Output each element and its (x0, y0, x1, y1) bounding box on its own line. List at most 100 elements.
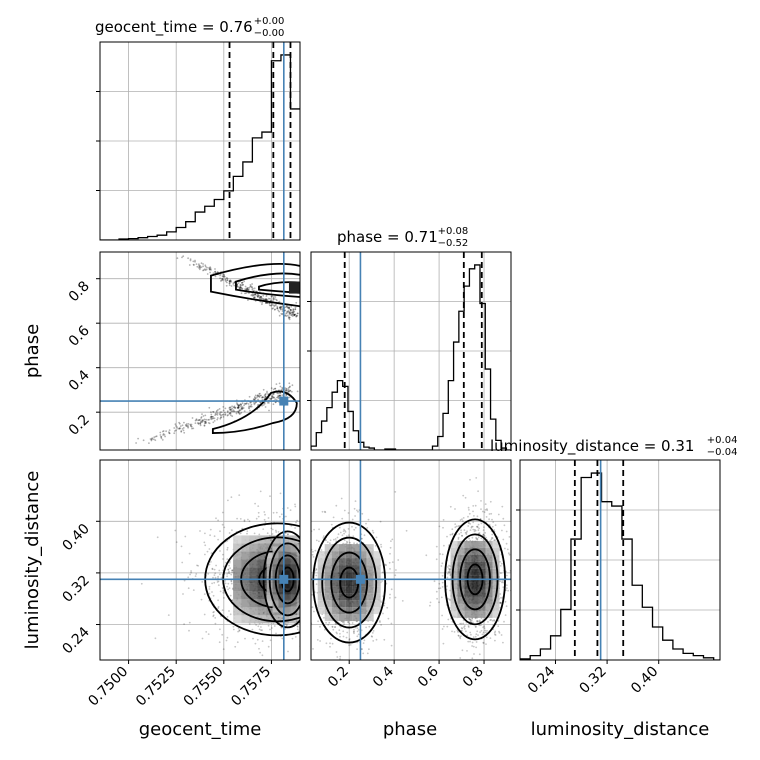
sample-point (330, 523, 333, 526)
sample-point (207, 573, 210, 575)
sample-point (228, 561, 231, 564)
sample-point (230, 281, 233, 283)
sample-point (318, 540, 320, 543)
sample-point (494, 633, 496, 636)
sample-point (286, 310, 288, 313)
sample-point (338, 629, 341, 632)
density-cell (266, 552, 273, 559)
sample-point (243, 404, 246, 407)
sample-point (223, 526, 226, 529)
sample-point (241, 407, 244, 410)
sample-point (308, 532, 310, 534)
sample-point (195, 573, 198, 575)
sample-point (478, 527, 480, 530)
sample-point (304, 563, 306, 565)
sample-point (270, 398, 272, 400)
sample-point (239, 285, 242, 288)
sample-point (175, 425, 177, 427)
sample-point (249, 406, 252, 408)
sample-point (302, 536, 304, 538)
sample-point (199, 530, 201, 532)
sample-point (291, 311, 294, 314)
density-cell (317, 579, 325, 587)
sample-point (448, 564, 450, 567)
sample-point (287, 388, 290, 391)
density-cell (331, 600, 339, 608)
sample-point (273, 305, 276, 308)
sample-point (201, 637, 204, 640)
sample-point (292, 312, 294, 314)
sample-point (241, 283, 244, 286)
sample-point (161, 439, 164, 441)
density-cell (366, 544, 374, 552)
sample-point (485, 636, 488, 639)
sample-point (194, 419, 197, 422)
sample-point (271, 303, 274, 306)
sample-point (360, 537, 363, 540)
sample-point (294, 306, 297, 309)
sample-point (211, 568, 214, 570)
sample-point (287, 650, 289, 653)
sample-point (195, 418, 198, 420)
sample-point (483, 534, 485, 537)
sample-point (259, 394, 262, 397)
sample-point (156, 536, 159, 539)
sample-point (378, 518, 380, 520)
sample-point (343, 509, 346, 512)
sample-point (198, 419, 201, 421)
sample-point (301, 601, 303, 603)
sample-point (267, 624, 270, 627)
sample-point (281, 305, 283, 308)
sample-point (337, 533, 340, 536)
sample-point (472, 645, 475, 648)
sample-point (208, 588, 211, 590)
sample-point (499, 560, 501, 563)
density-cell (324, 544, 332, 552)
sample-point (474, 504, 477, 507)
density-cell (284, 594, 291, 601)
sample-point (365, 522, 367, 525)
sample-point (482, 626, 484, 629)
sample-point (269, 628, 271, 631)
sample-point (281, 313, 284, 316)
sample-point (339, 658, 341, 660)
sample-point (312, 631, 314, 633)
sample-point (204, 420, 207, 423)
sample-point (202, 269, 205, 271)
sample-point (244, 402, 246, 405)
density-cell (257, 583, 266, 592)
sample-point (287, 316, 290, 318)
sample-point (231, 415, 234, 418)
sample-point (307, 564, 309, 566)
sample-point (333, 538, 335, 541)
sample-point (348, 534, 350, 537)
sample-point (318, 528, 320, 531)
sample-point (309, 588, 311, 590)
sample-point (505, 574, 508, 577)
sample-point (346, 540, 348, 543)
sample-point (285, 312, 287, 315)
sample-point (159, 431, 162, 434)
sample-point (515, 576, 517, 578)
sample-point (232, 625, 235, 628)
sample-point (183, 431, 186, 434)
sample-point (372, 630, 375, 632)
sample-point (190, 425, 192, 428)
sample-point (191, 417, 194, 419)
sample-point (475, 626, 477, 628)
sample-point (497, 625, 500, 628)
sample-point (278, 382, 281, 385)
sample-point (461, 535, 463, 537)
sample-point (306, 572, 308, 574)
sample-point (250, 405, 253, 408)
sample-point (240, 407, 243, 410)
density-cell (338, 565, 346, 573)
sample-point (314, 540, 316, 542)
sample-point (252, 294, 255, 297)
density-cell (359, 544, 367, 552)
sample-point (240, 405, 242, 408)
sample-point (290, 314, 293, 317)
sample-point (468, 537, 470, 540)
sample-point (230, 496, 233, 499)
sample-point (221, 586, 224, 589)
